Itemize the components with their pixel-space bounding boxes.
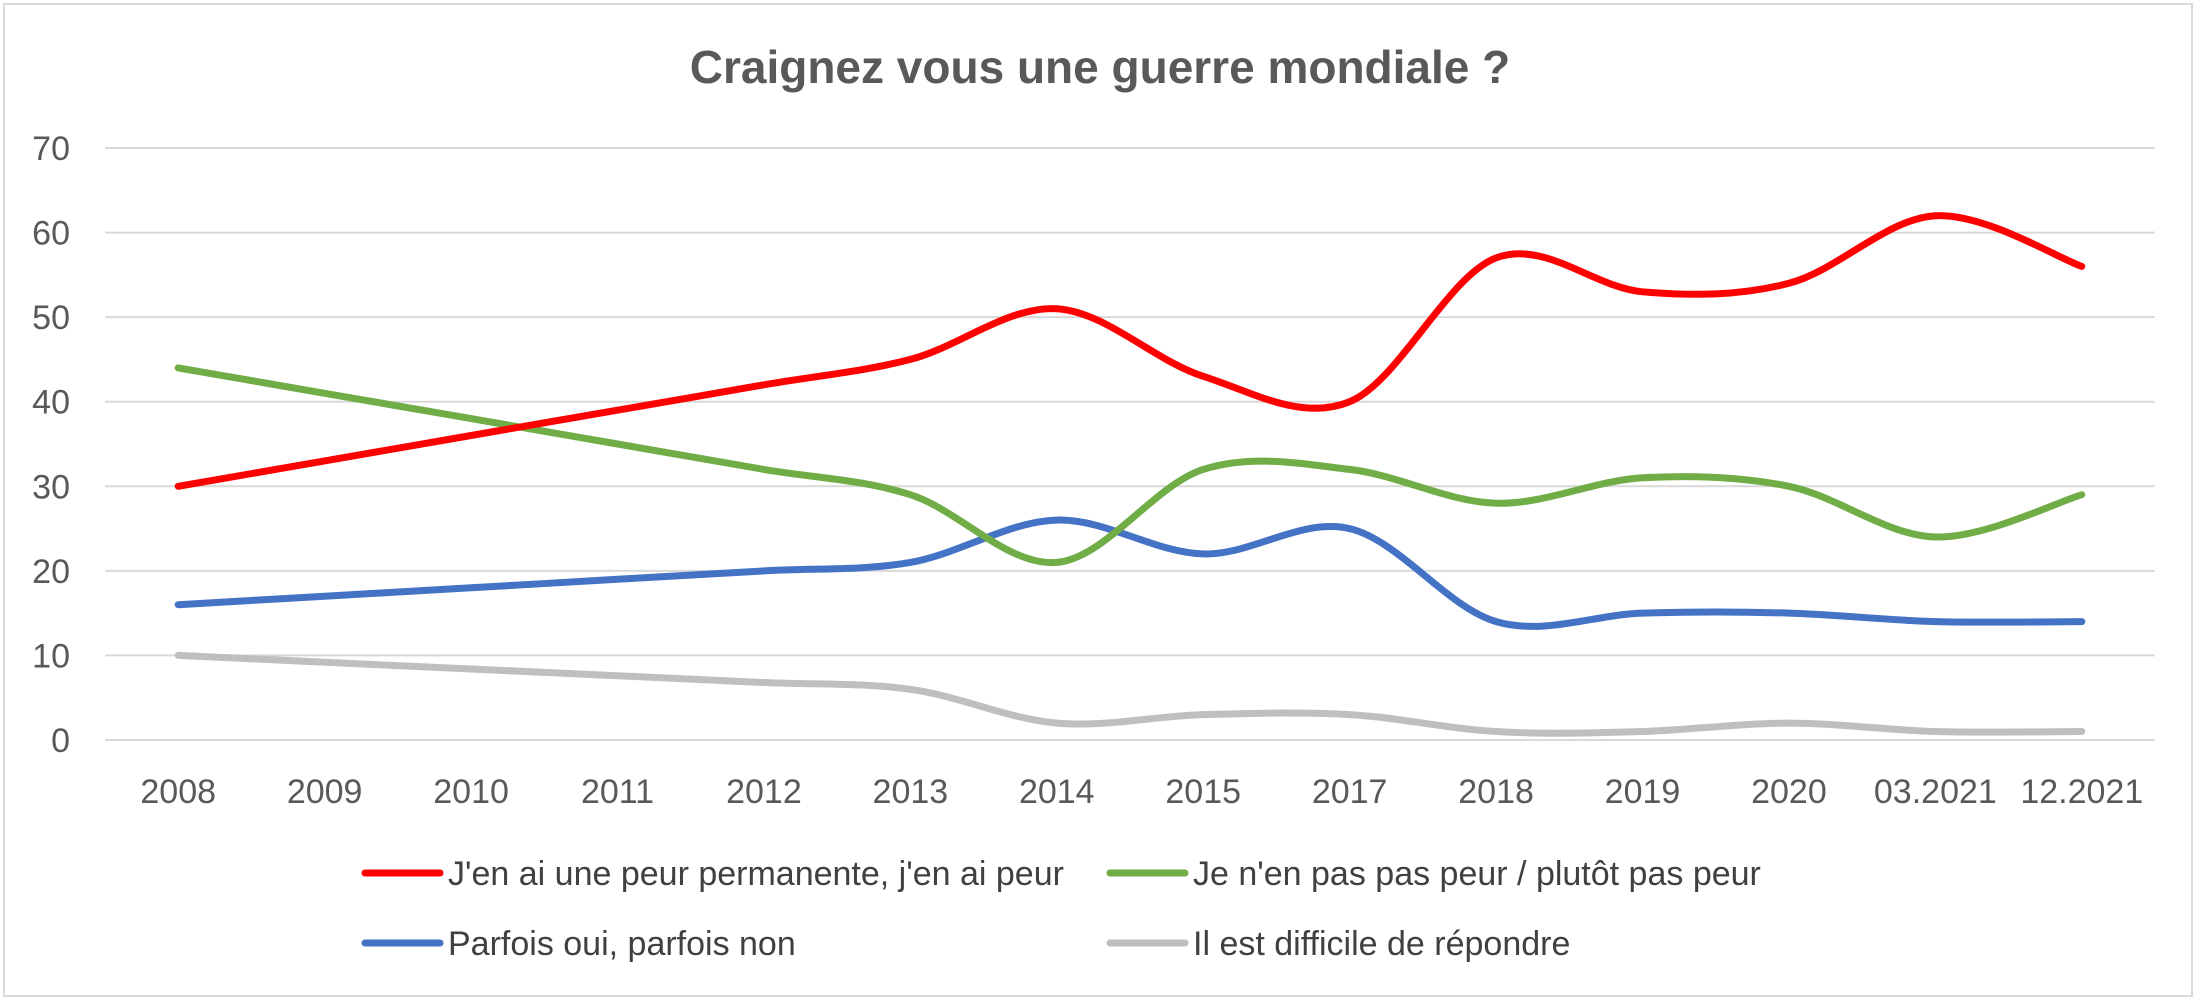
x-tick-label: 2014 (1019, 773, 1095, 811)
x-tick-label: 2018 (1458, 773, 1534, 811)
x-tick-label: 2019 (1605, 773, 1681, 811)
y-tick-label: 0 (51, 722, 70, 760)
chart-title: Craignez vous une guerre mondiale ? (690, 41, 1511, 93)
y-tick-label: 70 (32, 130, 70, 168)
y-tick-label: 60 (32, 215, 70, 253)
legend: J'en ai une peur permanente, j'en ai peu… (361, 855, 1761, 963)
legend-label: J'en ai une peur permanente, j'en ai peu… (448, 855, 1064, 893)
series-line-il-est-difficile-de-r-pondre (174, 651, 2086, 737)
series-lines (174, 212, 2086, 737)
x-tick-label: 2012 (726, 773, 802, 811)
legend-label: Il est difficile de répondre (1193, 925, 1570, 963)
y-tick-label: 30 (32, 468, 70, 506)
y-tick-label: 50 (32, 299, 70, 337)
y-tick-label: 20 (32, 553, 70, 591)
x-tick-label: 12.2021 (2020, 773, 2143, 811)
legend-label: Je n'en pas pas peur / plutôt pas peur (1193, 855, 1761, 893)
x-tick-label: 2020 (1751, 773, 1827, 811)
x-tick-label: 2013 (873, 773, 949, 811)
legend-label: Parfois oui, parfois non (448, 925, 796, 963)
y-axis-ticks: 0 10 20 30 40 50 60 70 (32, 130, 70, 760)
x-tick-label: 2017 (1312, 773, 1388, 811)
series-line-parfois-oui-parfois-non (174, 516, 2086, 630)
x-tick-label: 2008 (140, 773, 216, 811)
x-tick-label: 2011 (581, 773, 654, 811)
x-tick-label: 03.2021 (1874, 773, 1997, 811)
series-line-j-en-ai-une-peur-permanente-j-en-ai-peur (174, 212, 2086, 490)
series-line-je-n-en-pas-pas-peur-plut-t-pas-peur (174, 364, 2086, 566)
x-axis-ticks: 2008 2009 2010 2011 2012 2013 2014 2015 2017 2018… (140, 773, 2143, 811)
gridlines (105, 147, 2155, 741)
y-tick-label: 40 (32, 384, 70, 422)
x-tick-label: 2015 (1165, 773, 1241, 811)
y-tick-label: 10 (32, 637, 70, 675)
x-tick-label: 2009 (287, 773, 363, 811)
x-tick-label: 2010 (433, 773, 509, 811)
